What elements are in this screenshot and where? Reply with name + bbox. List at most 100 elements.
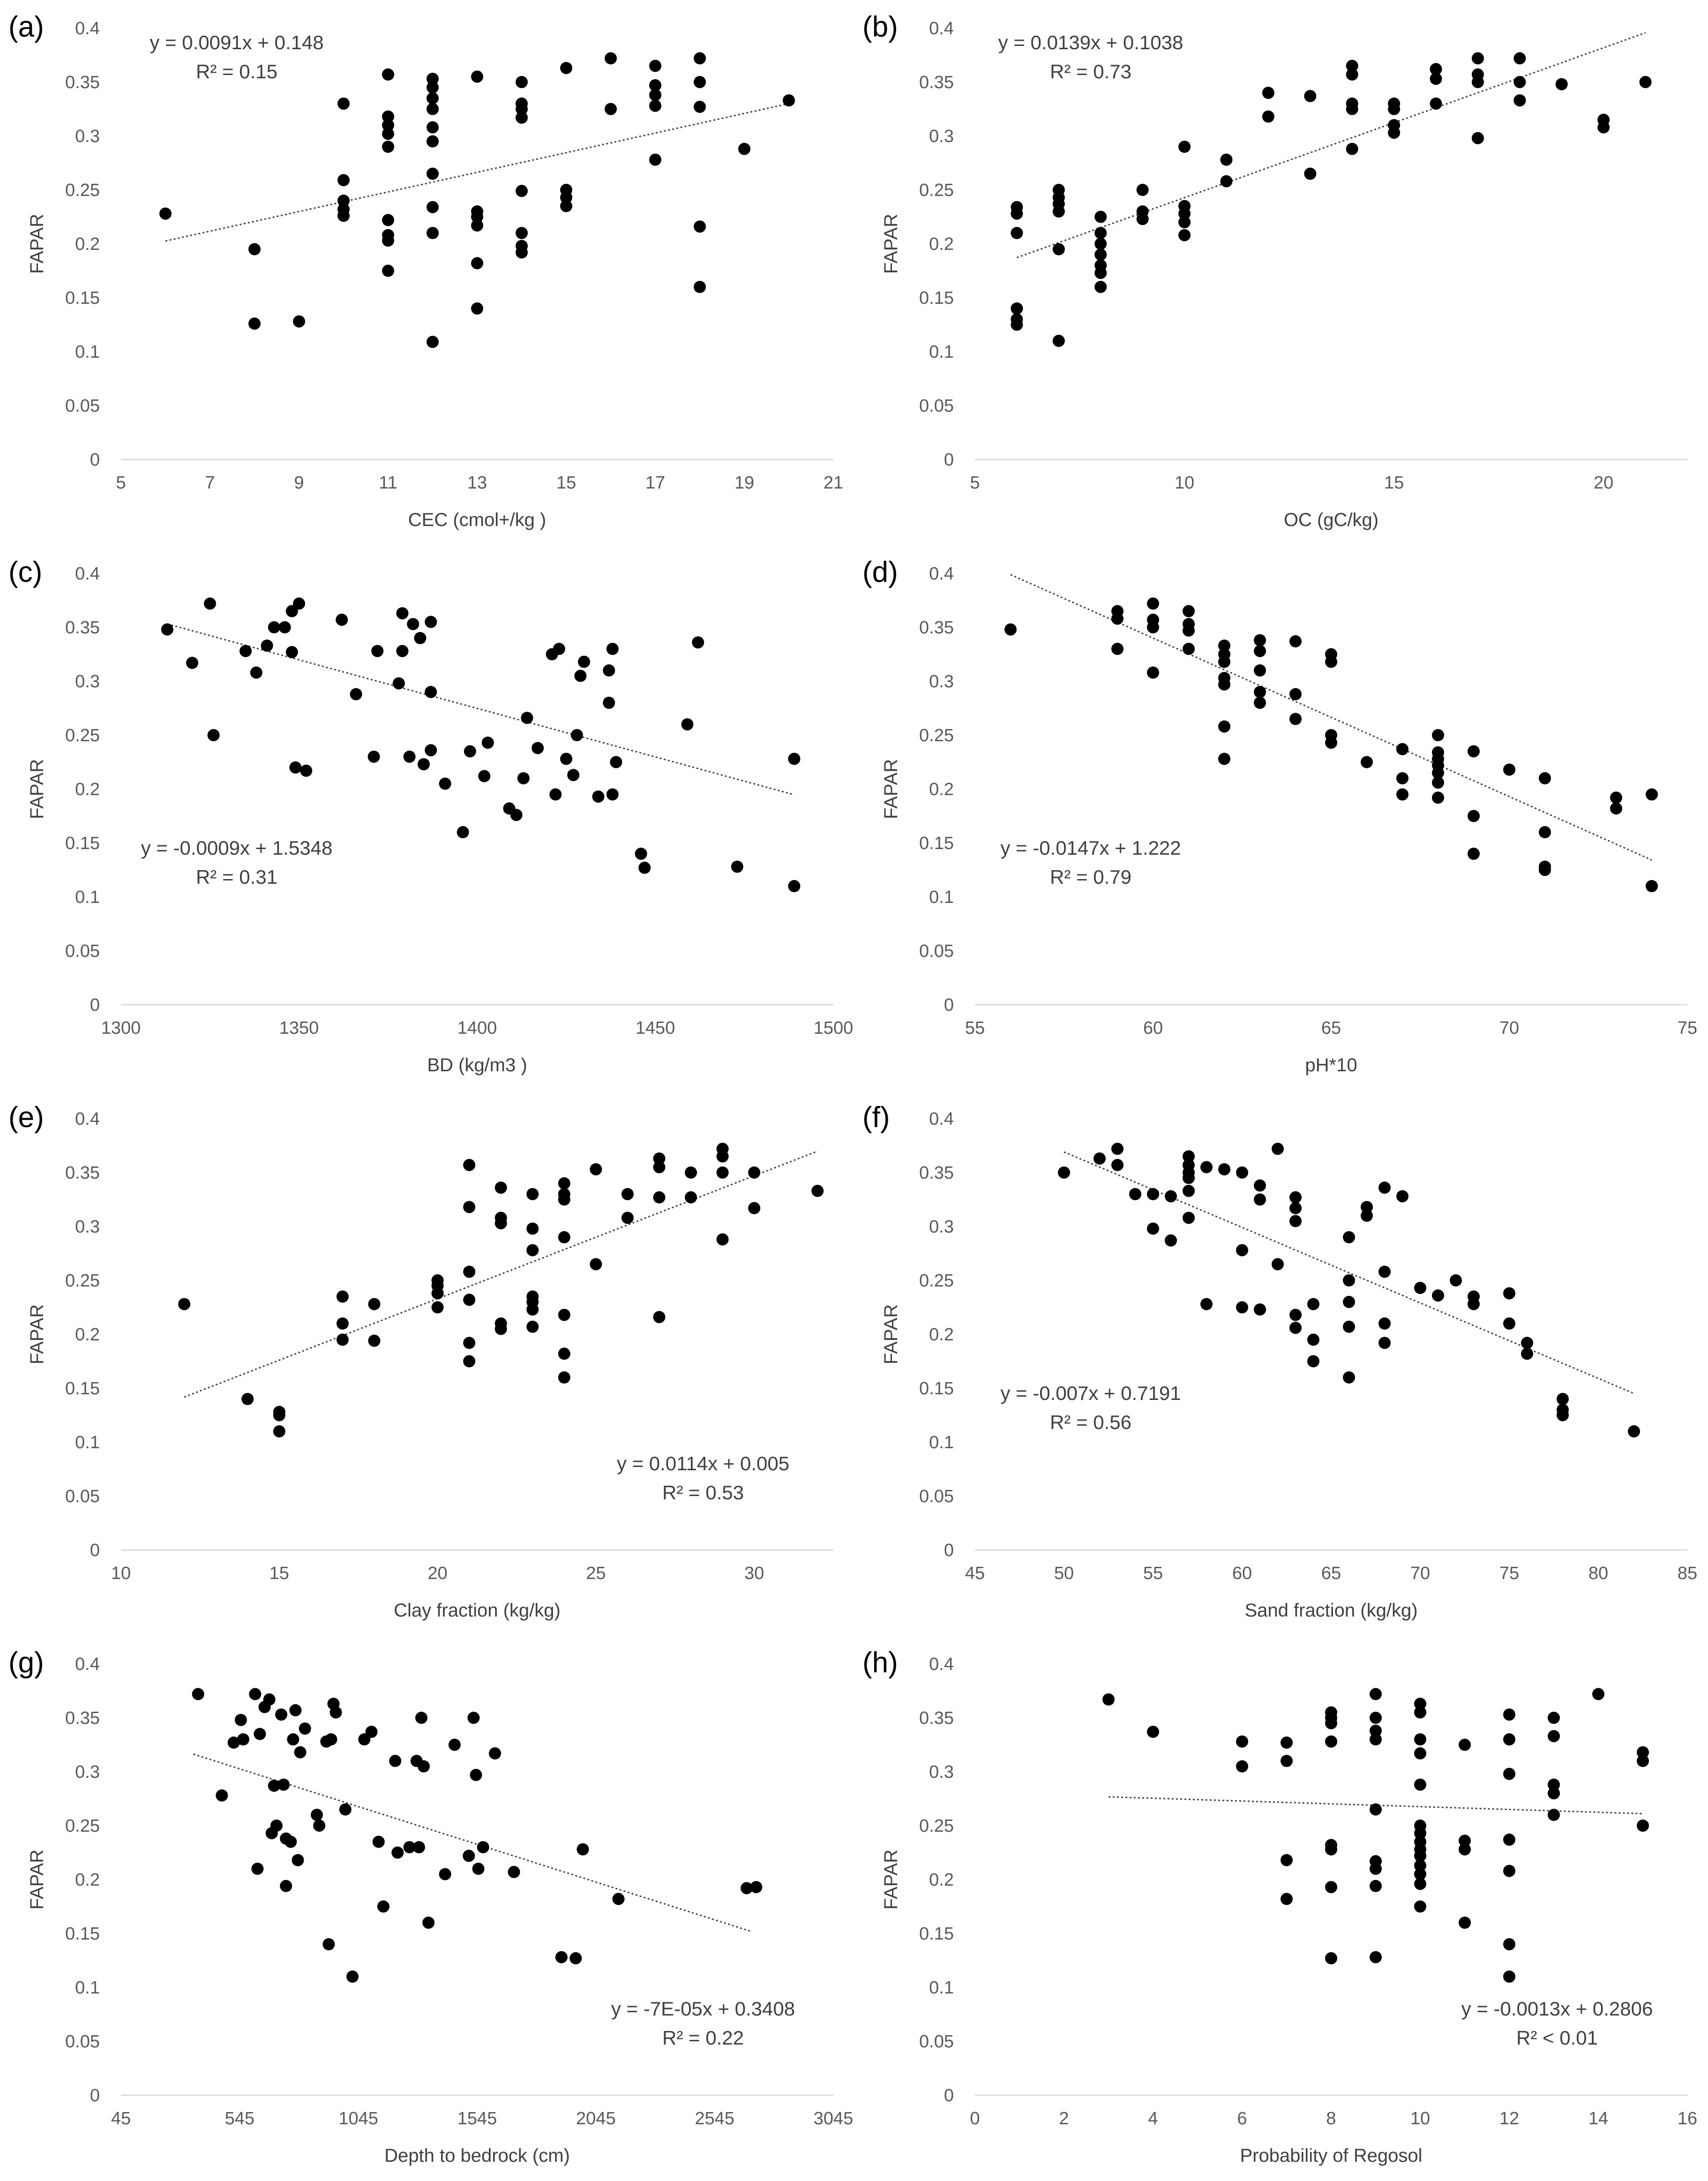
data-point-c — [606, 788, 619, 801]
data-point-a — [783, 94, 795, 107]
data-point-h — [1325, 1881, 1337, 1894]
data-point-f — [1254, 1193, 1266, 1206]
data-point-g — [346, 1970, 359, 1983]
y-tick-label-e: 0.15 — [65, 1379, 100, 1399]
data-point-g — [280, 1880, 292, 1892]
data-point-c — [268, 621, 280, 633]
data-point-e — [463, 1158, 476, 1171]
data-point-a — [337, 210, 350, 222]
data-point-c — [250, 666, 262, 679]
trendline-d — [1010, 574, 1652, 861]
data-point-b — [1178, 207, 1191, 220]
r-squared-label-d: R² = 0.79 — [1050, 866, 1131, 888]
x-tick-label-a: 21 — [824, 473, 843, 493]
panel-label-a: (a) — [8, 11, 44, 43]
y-tick-label-h: 0.05 — [919, 2032, 954, 2052]
data-point-a — [337, 98, 350, 110]
data-point-f — [1236, 1244, 1248, 1256]
data-point-a — [427, 135, 439, 148]
data-point-b — [1262, 87, 1274, 99]
x-tick-label-g: 545 — [225, 2109, 255, 2128]
data-point-f — [1628, 1425, 1640, 1437]
data-point-g — [412, 1841, 425, 1853]
scatter-panel-b: (b) 0 0.05 0.1 0.15 0.2 0.25 0.3 0.35 0.4 5 10 15 20 O… — [854, 0, 1708, 545]
data-point-h — [1414, 1747, 1426, 1760]
data-point-a — [649, 60, 661, 72]
data-point-a — [516, 103, 528, 115]
data-point-f — [1289, 1215, 1302, 1227]
data-point-d — [1396, 772, 1408, 784]
x-tick-label-h: 2 — [1059, 2109, 1069, 2128]
y-tick-label-b: 0 — [944, 450, 954, 470]
x-tick-label-h: 8 — [1326, 2109, 1336, 2128]
regression-equation-h: y = -0.0013x + 0.2806 — [1461, 1998, 1653, 2020]
x-tick-label-d: 75 — [1678, 1018, 1697, 1038]
y-tick-label-e: 0.25 — [65, 1271, 100, 1291]
data-point-h — [1414, 1859, 1426, 1872]
data-point-g — [372, 1835, 385, 1848]
data-point-h — [1236, 1735, 1248, 1748]
x-tick-label-a: 7 — [205, 473, 215, 493]
data-point-g — [294, 1746, 307, 1759]
data-point-c — [278, 621, 291, 633]
data-point-e — [463, 1265, 476, 1278]
data-point-f — [1450, 1274, 1462, 1286]
scatter-panel-g: (g) 0 0.05 0.1 0.15 0.2 0.25 0.3 0.35 0.4 45 545 104… — [0, 1636, 854, 2181]
data-point-c — [425, 616, 437, 628]
x-tick-label-a: 17 — [645, 473, 665, 493]
data-point-b — [1094, 238, 1107, 250]
data-point-h — [1503, 1833, 1515, 1846]
data-point-a — [427, 92, 439, 105]
data-point-a — [560, 191, 572, 204]
y-tick-label-d: 0.2 — [929, 780, 954, 799]
data-point-h — [1459, 1738, 1471, 1751]
x-axis-title-e: Clay fraction (kg/kg) — [394, 1600, 561, 1621]
data-point-e — [558, 1193, 570, 1206]
data-point-g — [569, 1952, 582, 1964]
data-point-b — [1094, 281, 1107, 293]
data-point-e — [463, 1355, 476, 1368]
y-tick-label-d: 0.35 — [919, 618, 954, 638]
data-point-b — [1471, 132, 1484, 144]
y-tick-label-a: 0.15 — [65, 288, 100, 308]
x-tick-label-h: 14 — [1588, 2109, 1608, 2128]
data-point-d — [1111, 612, 1124, 625]
data-point-e — [653, 1191, 666, 1203]
data-point-f — [1468, 1298, 1480, 1310]
data-point-g — [216, 1789, 228, 1802]
data-point-d — [1218, 655, 1230, 668]
data-point-h — [1637, 1755, 1649, 1767]
data-point-f — [1557, 1393, 1569, 1405]
data-point-b — [1094, 248, 1107, 261]
y-tick-label-e: 0.05 — [65, 1487, 100, 1506]
y-tick-label-b: 0.1 — [929, 342, 954, 362]
y-tick-label-g: 0.3 — [75, 1762, 100, 1782]
x-tick-label-b: 10 — [1175, 473, 1194, 493]
data-point-b — [1220, 153, 1233, 166]
data-point-g — [237, 1733, 249, 1745]
data-point-a — [427, 121, 439, 134]
data-point-e — [558, 1177, 570, 1189]
regression-equation-e: y = 0.0114x + 0.005 — [617, 1452, 789, 1474]
data-point-c — [788, 752, 801, 765]
data-point-e — [653, 1311, 666, 1324]
data-point-e — [748, 1202, 761, 1214]
data-point-h — [1414, 1827, 1426, 1840]
y-tick-label-c: 0 — [90, 995, 100, 1015]
data-point-f — [1378, 1265, 1391, 1278]
y-axis-title-d: FAPAR — [881, 759, 901, 819]
data-point-a — [516, 246, 528, 259]
x-tick-label-h: 6 — [1237, 2109, 1247, 2128]
data-point-f — [1503, 1317, 1515, 1330]
data-point-g — [227, 1736, 240, 1749]
data-point-g — [489, 1747, 501, 1760]
data-point-c — [692, 636, 704, 649]
data-point-h — [1281, 1755, 1293, 1767]
data-point-e — [558, 1309, 570, 1321]
scatter-chart-b: (b) 0 0.05 0.1 0.15 0.2 0.25 0.3 0.35 0.4 5 10 15 20 O… — [862, 11, 1687, 530]
x-tick-label-h: 0 — [970, 2109, 980, 2128]
r-squared-label-e: R² = 0.53 — [662, 1482, 744, 1504]
x-tick-label-h: 10 — [1410, 2109, 1430, 2128]
data-point-f — [1343, 1371, 1355, 1384]
regression-equation-f: y = -0.007x + 0.7191 — [1000, 1382, 1181, 1404]
